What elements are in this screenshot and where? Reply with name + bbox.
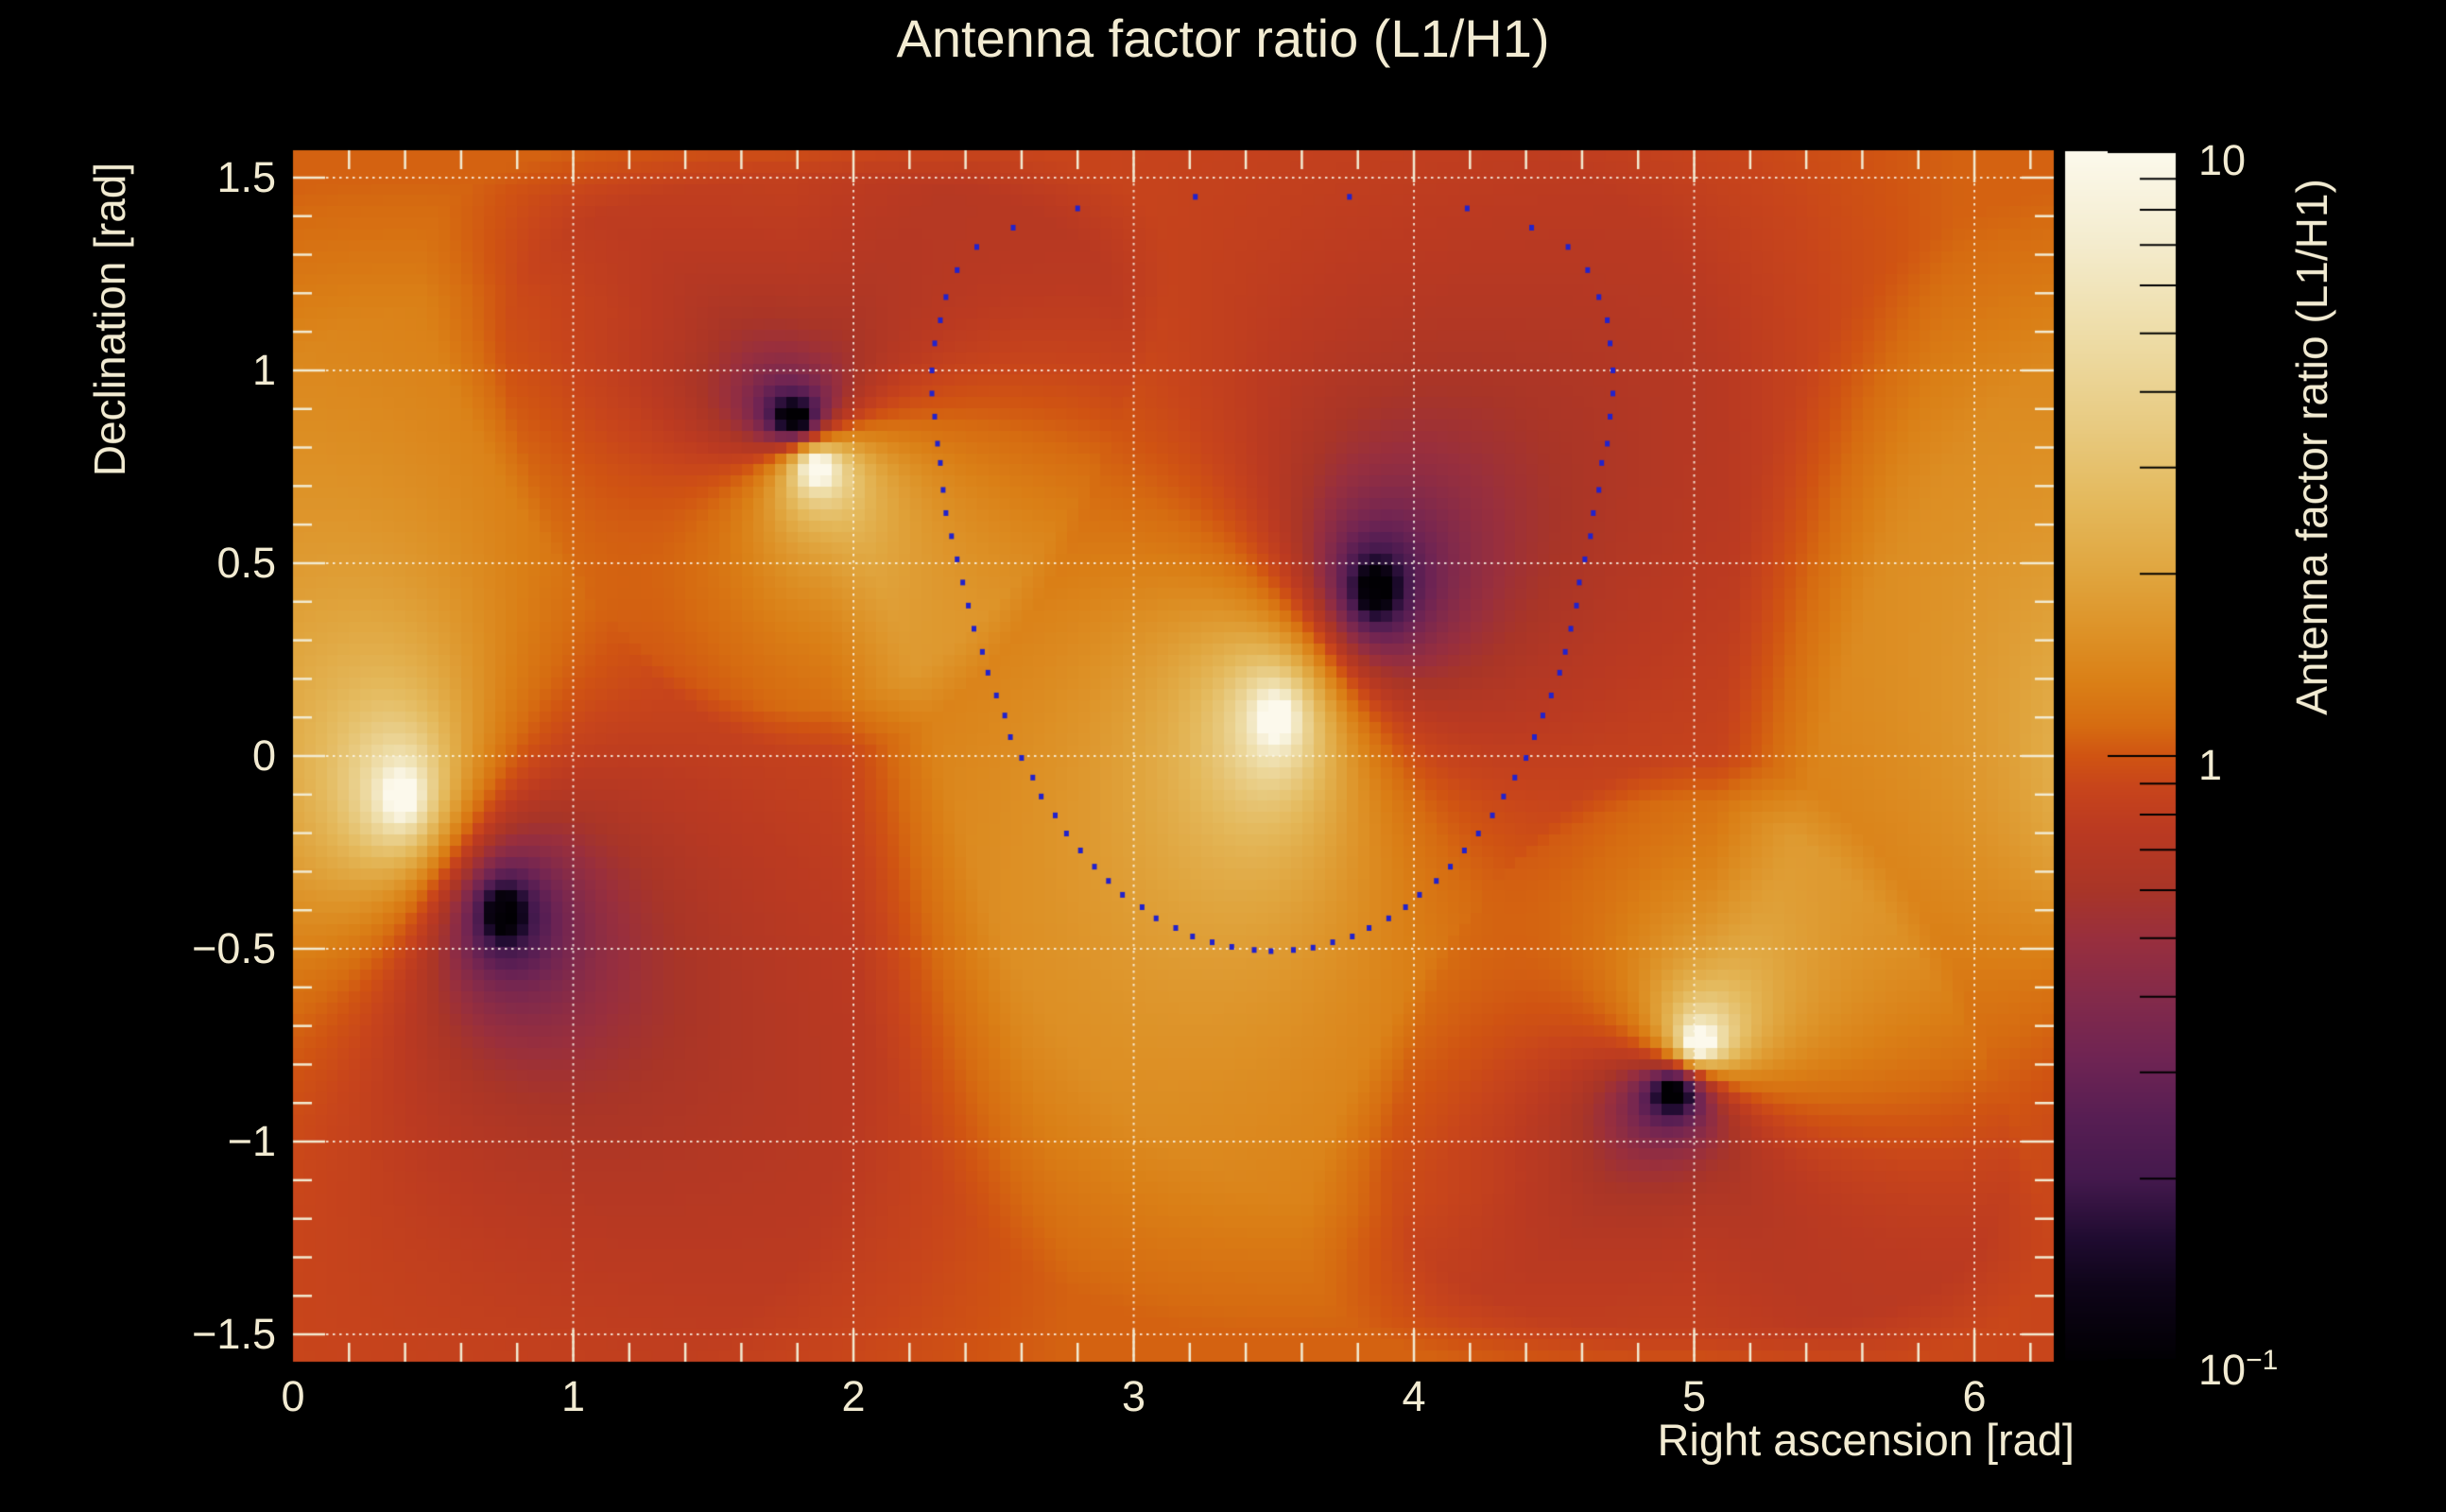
y-tick-label: −0.5 bbox=[192, 924, 276, 973]
colorbar-tick-label-unity: 1 bbox=[2198, 734, 2222, 786]
figure-title: Antenna factor ratio (L1/H1) bbox=[896, 9, 1550, 68]
x-tick-label: 0 bbox=[281, 1372, 305, 1420]
y-tick-label: −1 bbox=[227, 1117, 276, 1166]
colorbar-label-base: 10 bbox=[2198, 1346, 2247, 1394]
y-tick-label: −1.5 bbox=[192, 1310, 276, 1359]
colorbar-label-base: 1 bbox=[2198, 741, 2223, 789]
x-tick-label: 5 bbox=[1682, 1372, 1707, 1420]
x-axis-title: Right ascension [rad] bbox=[1657, 1415, 2075, 1465]
colorbar-label-exp: −1 bbox=[2246, 1345, 2279, 1376]
x-tick-label: 4 bbox=[1402, 1372, 1426, 1420]
colorbar-tick-label-min: 10−1 bbox=[2198, 1339, 2278, 1391]
colorbar-tick-label-max: 10 bbox=[2198, 129, 2246, 181]
x-tick-label: 6 bbox=[1962, 1372, 1987, 1420]
x-tick-label: 2 bbox=[841, 1372, 866, 1420]
colorbar-title: Antenna factor ratio (L1/H1) bbox=[2287, 179, 2336, 715]
x-tick-label: 1 bbox=[560, 1372, 586, 1420]
x-tick-label: 3 bbox=[1121, 1372, 1146, 1420]
y-tick-label: 0.5 bbox=[216, 538, 276, 587]
colorbar-label-base: 10 bbox=[2198, 136, 2247, 184]
y-axis-title: Declination [rad] bbox=[85, 162, 134, 477]
y-tick-label: 1 bbox=[251, 345, 276, 394]
y-tick-label: 1.5 bbox=[216, 152, 276, 201]
y-tick-label: 0 bbox=[251, 731, 276, 780]
